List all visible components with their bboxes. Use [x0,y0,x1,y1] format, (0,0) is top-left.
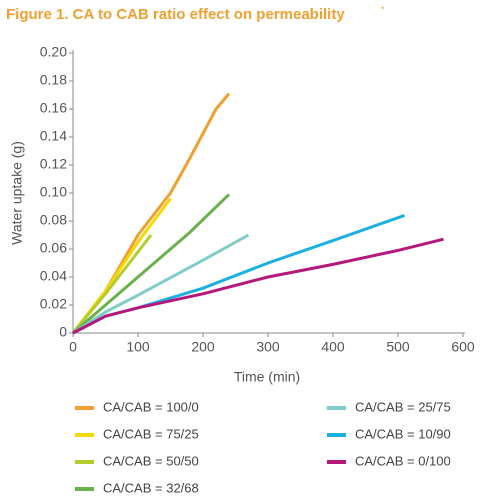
y-tick-label: 0.12 [40,156,67,172]
series-line [72,213,405,335]
y-tick-label: 0.04 [40,268,67,284]
chart-title: Figure 1. CA to CAB ratio effect on perm… [6,6,345,23]
x-tick-label: 600 [451,339,475,355]
series-line [72,193,231,335]
x-tick-label: 500 [386,339,410,355]
y-tick-label: 0.20 [40,44,67,60]
legend-label: CA/CAB = 10/90 [355,426,451,441]
y-tick-label: 0.10 [40,184,67,200]
legend-label: CA/CAB = 75/25 [103,426,199,441]
y-tick-label: 0.02 [40,296,67,312]
y-tick-label: 0.14 [40,128,67,144]
y-tick-label: 0.06 [40,240,67,256]
legend-label: CA/CAB = 25/75 [355,399,451,414]
legend-label: CA/CAB = 100/0 [103,399,199,414]
legend-label: CA/CAB = 32/68 [103,480,199,495]
x-tick-label: 400 [321,339,345,355]
x-tick-label: 100 [126,339,150,355]
series-line [71,234,153,334]
series-line [72,233,250,335]
x-axis-title: Time (min) [234,369,300,385]
x-tick-label: 300 [256,339,280,355]
series-line [72,237,444,335]
y-tick-label: 0.08 [40,212,67,228]
y-tick-label: 0 [59,324,67,340]
x-tick-label: 200 [191,339,215,355]
title-note-mark: * [381,4,385,14]
x-tick-label: 0 [69,339,77,355]
y-axis-title: Water uptake (g) [9,141,25,245]
legend-label: CA/CAB = 50/50 [103,453,199,468]
series-line [71,92,231,334]
y-tick-label: 0.16 [40,100,67,116]
legend-label: CA/CAB = 0/100 [355,453,451,468]
y-tick-label: 0.18 [40,72,67,88]
